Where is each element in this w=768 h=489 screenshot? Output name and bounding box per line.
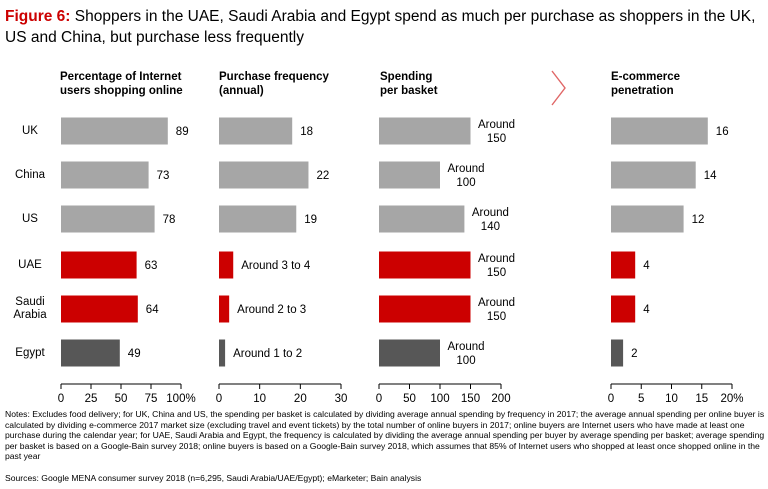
panel-title-line: Purchase frequency <box>219 71 329 83</box>
data-label: 73 <box>157 170 170 182</box>
data-label: 4 <box>643 260 650 272</box>
panel-title-spending: Spending per basket <box>380 70 438 98</box>
data-label: Around 100 <box>447 341 484 367</box>
panel-title-line: users shopping online <box>60 85 183 97</box>
bar <box>219 339 226 367</box>
x-tick-label: 150 <box>461 393 480 405</box>
bar <box>379 205 465 233</box>
data-label: Around 1 to 2 <box>233 348 302 360</box>
bar <box>219 295 230 323</box>
bar <box>61 117 168 145</box>
figure-title-text: Shoppers in the UAE, Saudi Arabia and Eg… <box>5 8 756 46</box>
x-tick-label: 20% <box>720 393 743 405</box>
chevron-right-icon <box>551 70 566 106</box>
row-label: China <box>14 168 46 181</box>
data-label: 89 <box>176 126 189 138</box>
data-label: Around 100 <box>447 163 484 189</box>
data-label: 14 <box>704 170 717 182</box>
data-label: Around 3 to 4 <box>241 260 311 272</box>
sources-text: Sources: Google MENA consumer survey 201… <box>5 473 422 483</box>
x-tick-label: 15 <box>695 393 708 405</box>
row-label: US <box>22 212 38 225</box>
x-tick-label: 100% <box>166 393 195 405</box>
bar <box>611 295 636 323</box>
row-label: Saudi Arabia <box>13 296 47 321</box>
data-label: Around 150 <box>478 297 515 323</box>
x-tick-label: 0 <box>216 393 222 405</box>
bar <box>611 339 624 367</box>
x-tick-label: 30 <box>335 393 348 405</box>
data-label: 78 <box>163 214 176 226</box>
data-label: 63 <box>145 260 158 272</box>
row-label: UK <box>22 124 38 137</box>
panel-title-frequency: Purchase frequency (annual) <box>219 70 329 98</box>
data-label: 19 <box>304 214 317 226</box>
panel-title-line: per basket <box>380 85 438 97</box>
bar <box>219 161 309 189</box>
x-tick-label: 20 <box>294 393 307 405</box>
bar <box>379 251 471 279</box>
panel-title-internet: Percentage of Internet users shopping on… <box>60 70 183 98</box>
x-tick-label: 10 <box>665 393 678 405</box>
row-label: Egypt <box>15 346 45 359</box>
bar <box>61 251 137 279</box>
bar <box>219 117 293 145</box>
panel-title-line: Spending <box>380 71 433 83</box>
x-tick-label: 0 <box>608 393 614 405</box>
x-tick-label: 0 <box>376 393 382 405</box>
bar <box>61 339 120 367</box>
bar <box>611 117 708 145</box>
bar <box>379 295 471 323</box>
bar <box>61 205 155 233</box>
panel-title-line: E-commerce <box>611 71 681 83</box>
data-label: 18 <box>300 126 313 138</box>
x-tick-label: 100 <box>430 393 449 405</box>
data-label: Around 150 <box>478 253 515 279</box>
panel-title-ecommerce: E-commerce penetration <box>611 70 680 98</box>
bar <box>61 295 138 323</box>
figure-title: Figure 6: Shoppers in the UAE, Saudi Ara… <box>5 6 763 48</box>
x-tick-label: 50 <box>115 393 128 405</box>
panel-title-line: Percentage of Internet <box>60 71 182 83</box>
bar <box>611 251 636 279</box>
bar <box>379 161 440 189</box>
x-tick-label: 50 <box>403 393 416 405</box>
data-label: Around 2 to 3 <box>237 304 306 316</box>
notes-text: Notes: Excludes food delivery; for UK, C… <box>5 409 765 462</box>
row-label: UAE <box>18 258 42 271</box>
data-label: 12 <box>692 214 705 226</box>
bar <box>611 161 696 189</box>
data-label: Around 150 <box>478 119 515 145</box>
data-label: 16 <box>716 126 729 138</box>
bar <box>611 205 684 233</box>
bar <box>219 251 234 279</box>
x-tick-label: 5 <box>638 393 644 405</box>
x-tick-label: 200 <box>491 393 510 405</box>
data-label: Around 140 <box>472 207 509 233</box>
x-tick-label: 75 <box>145 393 158 405</box>
x-tick-label: 10 <box>253 393 266 405</box>
data-label: 22 <box>316 170 329 182</box>
bar <box>379 117 471 145</box>
x-tick-label: 0 <box>58 393 64 405</box>
data-label: 64 <box>146 304 159 316</box>
data-label: 49 <box>128 348 141 360</box>
panel-title-line: penetration <box>611 85 674 97</box>
bar <box>61 161 149 189</box>
bar <box>219 205 297 233</box>
figure-number: Figure 6: <box>5 8 71 25</box>
panel-title-line: (annual) <box>219 85 264 97</box>
data-label: 2 <box>631 348 637 360</box>
x-tick-label: 25 <box>85 393 98 405</box>
data-label: 4 <box>643 304 650 316</box>
bar <box>379 339 440 367</box>
